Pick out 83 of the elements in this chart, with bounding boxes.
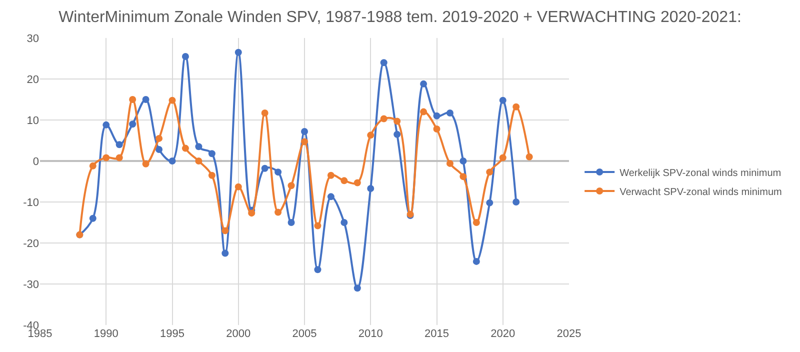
- point: [327, 193, 334, 200]
- x-tick-label: 2015: [424, 328, 449, 340]
- point: [446, 110, 454, 117]
- y-tick-label: 0: [32, 156, 39, 168]
- point: [367, 184, 374, 192]
- x-tick-label: 2020: [490, 328, 516, 340]
- point: [314, 222, 322, 230]
- point: [499, 154, 506, 162]
- point: [142, 96, 150, 103]
- legend-label: Verwacht SPV-zonal winds minimum: [620, 186, 782, 198]
- point: [274, 208, 282, 216]
- point: [327, 172, 334, 179]
- point: [195, 143, 202, 150]
- chart-title: WinterMinimum Zonale Winden SPV, 1987-1988 tem. 2019-2020 + VERWACHTING 2020-2021:: [58, 8, 742, 26]
- point: [340, 219, 348, 226]
- point: [156, 146, 163, 154]
- point: [129, 96, 136, 103]
- y-tick-label: -20: [23, 238, 39, 250]
- point: [195, 158, 202, 164]
- point: [102, 154, 110, 162]
- x-tick-label: 2010: [358, 328, 383, 340]
- point: [446, 160, 454, 167]
- point: [433, 112, 440, 120]
- point: [460, 158, 467, 164]
- point: [116, 141, 123, 148]
- point: [234, 48, 242, 56]
- point: [156, 134, 163, 142]
- point: [116, 154, 123, 162]
- point: [102, 121, 110, 128]
- point: [420, 80, 428, 88]
- point: [512, 198, 520, 206]
- x-tick-label: 1995: [160, 328, 184, 340]
- point: [89, 162, 96, 170]
- point: [168, 158, 176, 164]
- y-tick-label: 20: [26, 74, 39, 86]
- point: [394, 130, 401, 138]
- point: [380, 115, 388, 122]
- point: [460, 173, 467, 180]
- point: [512, 103, 520, 110]
- point: [208, 150, 216, 158]
- point: [89, 214, 96, 222]
- point: [234, 183, 242, 190]
- point: [301, 138, 308, 146]
- point: [182, 144, 189, 152]
- point: [340, 177, 348, 184]
- x-tick-label: 1990: [94, 328, 118, 340]
- point: [222, 250, 229, 257]
- point: [526, 153, 533, 160]
- x-tick-label: 2005: [292, 328, 317, 340]
- point: [288, 219, 295, 226]
- legend-label: Werkelijk SPV-zonal winds minimum: [620, 168, 782, 179]
- point: [499, 96, 506, 104]
- x-tick-label: 1985: [28, 328, 52, 340]
- point: [314, 266, 322, 274]
- point: [486, 168, 494, 176]
- point: [354, 284, 361, 292]
- point: [288, 182, 295, 190]
- point: [367, 132, 374, 139]
- point: [420, 108, 428, 116]
- point: [129, 120, 136, 128]
- point: [248, 210, 256, 217]
- point: [394, 118, 401, 125]
- point: [433, 126, 440, 133]
- point: [380, 59, 388, 66]
- point: [222, 227, 229, 234]
- point: [472, 219, 480, 226]
- x-tick-label: 2025: [556, 328, 582, 340]
- point: [182, 52, 189, 60]
- y-tick-label: -10: [23, 196, 39, 209]
- y-tick-label: 10: [26, 114, 39, 127]
- point: [208, 172, 216, 179]
- point: [168, 96, 176, 104]
- x-tick-label: 2000: [226, 328, 251, 340]
- point: [472, 258, 480, 265]
- point: [261, 164, 268, 172]
- point: [354, 179, 361, 186]
- point: [301, 128, 308, 135]
- point: [261, 110, 268, 117]
- point: [142, 160, 150, 168]
- y-tick-label: -30: [23, 278, 39, 291]
- point: [274, 168, 282, 176]
- y-tick-label: 30: [26, 32, 39, 45]
- point: [486, 199, 494, 206]
